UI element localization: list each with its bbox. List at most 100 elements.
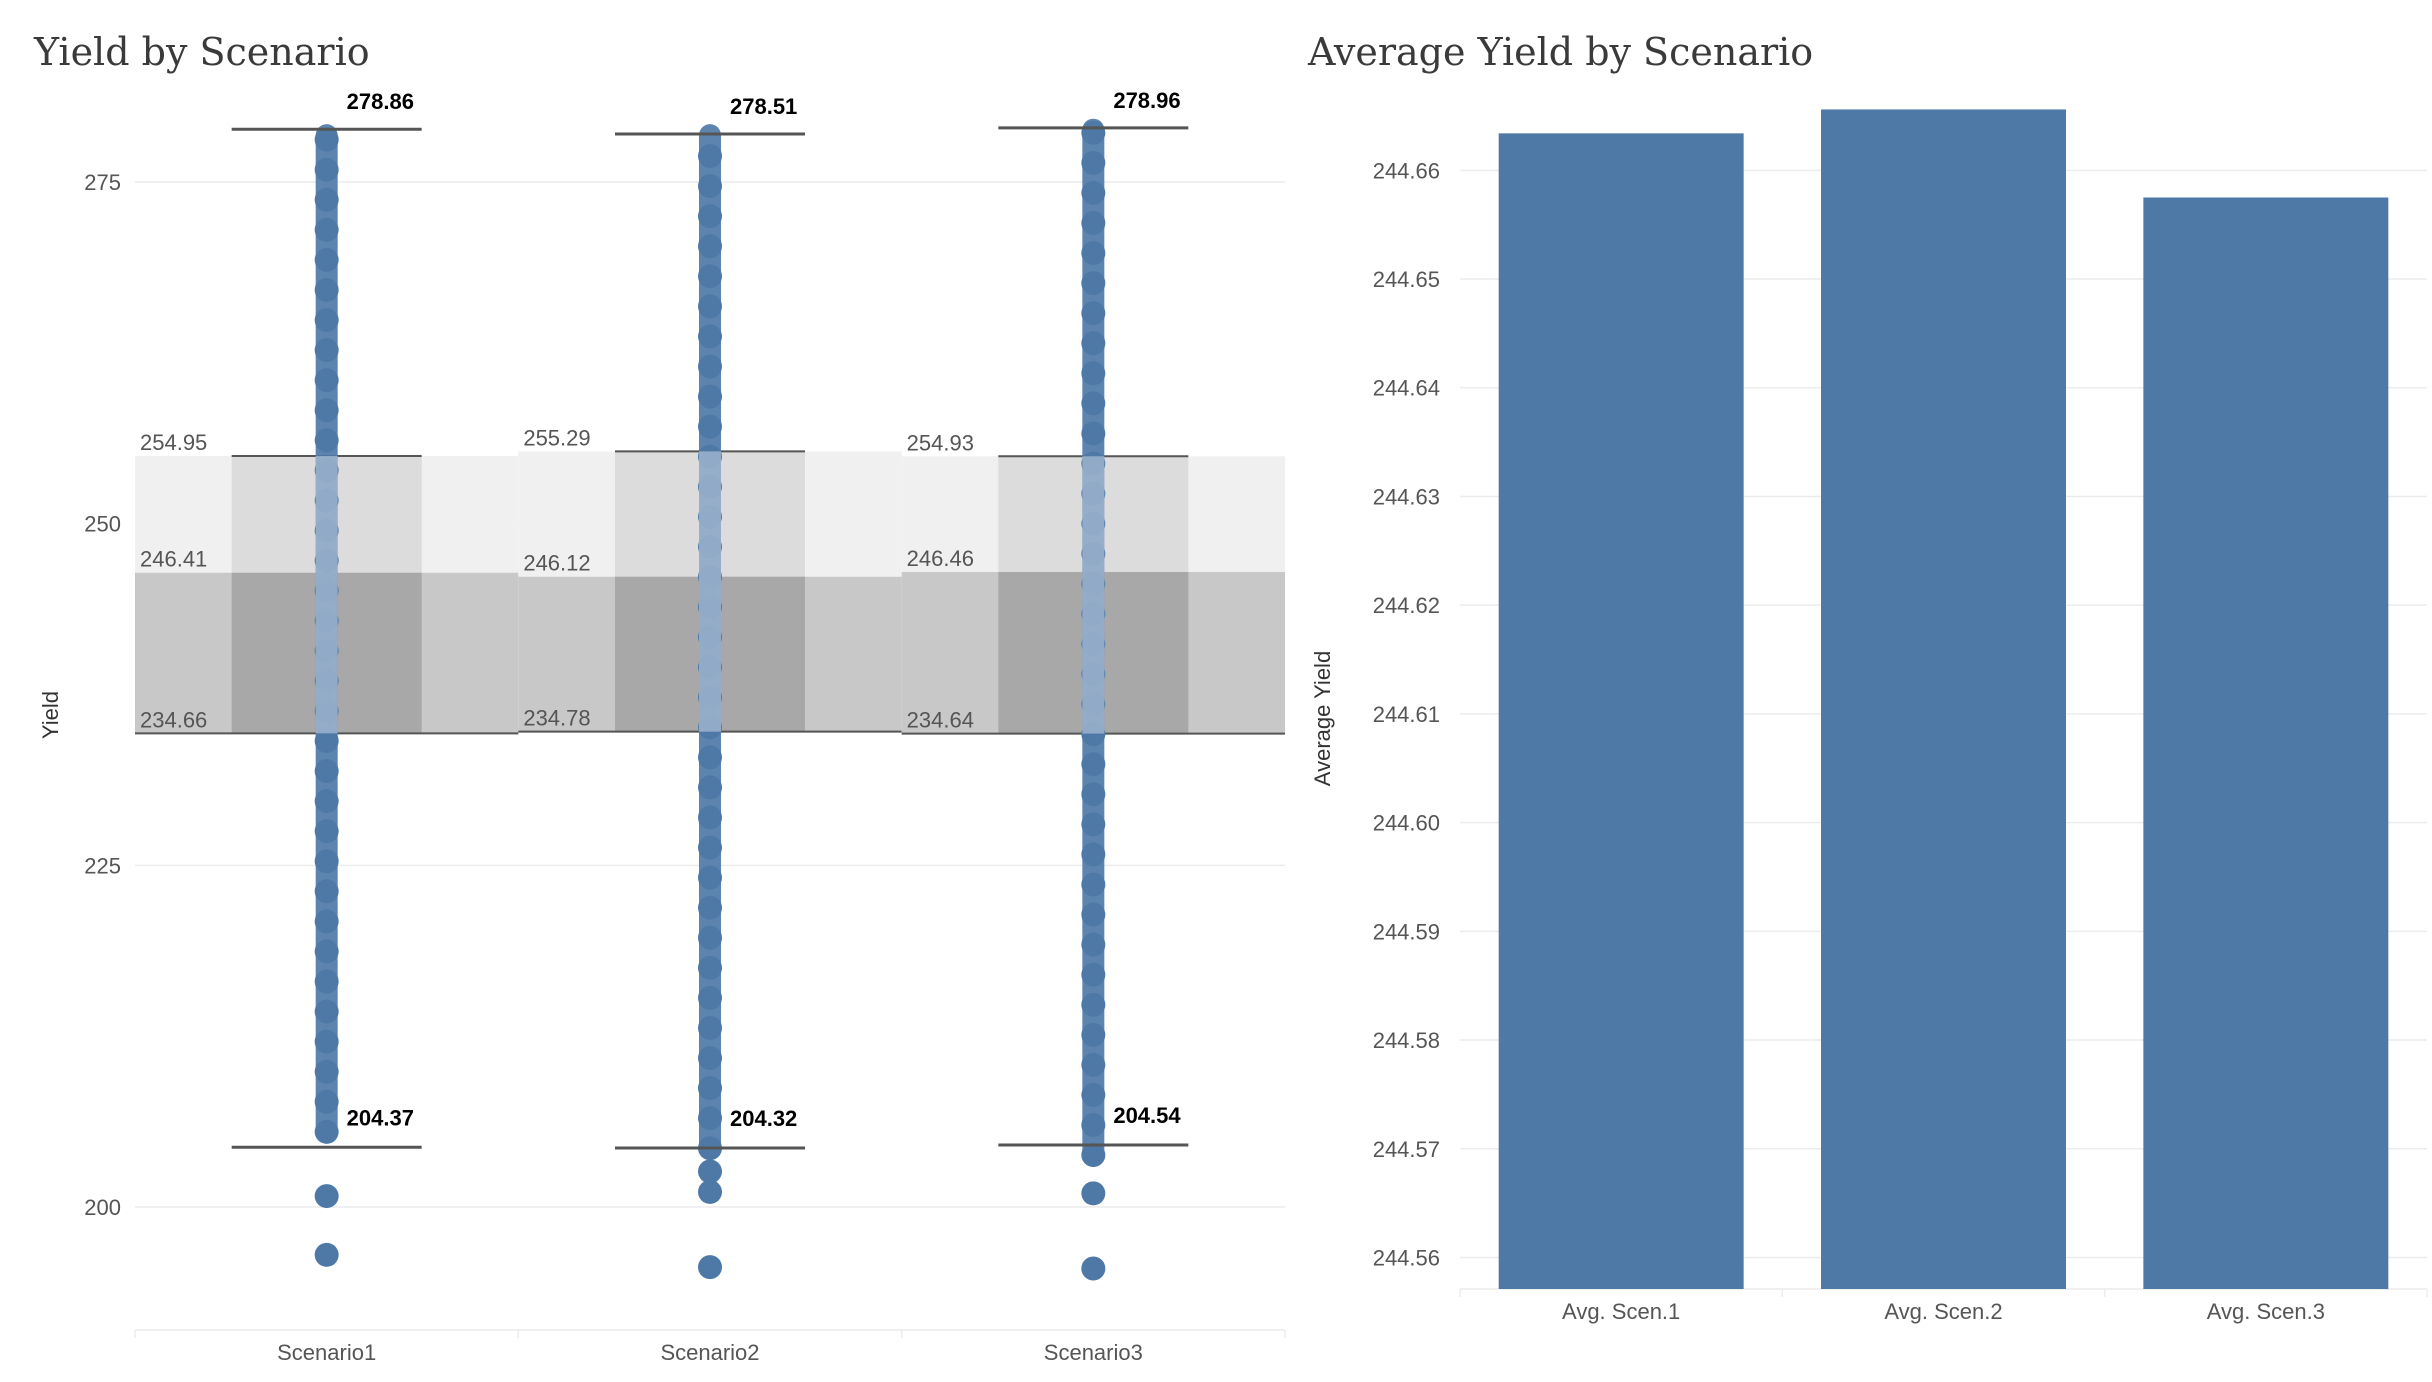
data-point — [698, 1015, 722, 1040]
data-point — [1081, 241, 1106, 266]
y-tick-label: 244.59 — [1373, 919, 1440, 944]
min-label: 204.37 — [347, 1105, 414, 1130]
data-point — [314, 187, 339, 212]
data-point — [698, 264, 722, 289]
data-point — [314, 939, 339, 964]
y-tick-label: 275 — [84, 170, 121, 195]
data-point — [314, 789, 339, 814]
data-point — [698, 234, 722, 259]
data-point — [698, 1106, 722, 1131]
data-point — [314, 999, 339, 1024]
data-point — [314, 368, 339, 393]
data-point — [1081, 902, 1106, 927]
min-label: 204.32 — [730, 1106, 797, 1131]
y-tick-label: 244.66 — [1373, 158, 1440, 183]
data-point — [1081, 932, 1106, 957]
upper-band-label: 254.93 — [907, 430, 974, 455]
average-yield-chart: 244.56 244.57 244.58 244.59 244.60 244.61 244.… — [1310, 109, 2428, 1324]
outlier-point — [314, 1184, 339, 1209]
mean-label: 246.46 — [907, 546, 974, 571]
data-point — [1081, 872, 1106, 897]
y-tick-label: 200 — [84, 1195, 121, 1220]
data-point — [698, 1046, 722, 1071]
y-tick-label: 244.65 — [1373, 267, 1440, 292]
data-point — [1081, 361, 1106, 386]
bar — [1498, 133, 1744, 1289]
y-tick-label: 244.63 — [1373, 484, 1440, 509]
bar — [2143, 197, 2389, 1290]
max-label: 278.86 — [347, 89, 414, 114]
outlier-point — [1081, 1256, 1106, 1281]
box-column-overlay — [699, 451, 721, 732]
data-point — [314, 277, 339, 302]
data-point — [698, 384, 722, 409]
data-point — [314, 1059, 339, 1084]
data-point — [1081, 782, 1106, 807]
data-point — [698, 805, 722, 830]
y-tick-label: 244.61 — [1373, 702, 1440, 727]
data-point — [698, 775, 722, 800]
x-tick-label: Scenario2 — [660, 1340, 759, 1365]
data-point — [314, 398, 339, 423]
data-point — [698, 955, 722, 980]
data-point — [1081, 421, 1106, 446]
y-tick-label: 250 — [84, 512, 121, 537]
data-point — [1081, 1143, 1106, 1168]
data-point — [698, 174, 722, 199]
data-point — [698, 204, 722, 229]
data-point — [698, 324, 722, 349]
data-point — [314, 759, 339, 784]
mean-label: 246.41 — [140, 547, 207, 572]
outlier-point — [698, 1255, 722, 1280]
data-point — [1081, 301, 1106, 326]
x-tick-label: Avg. Scen.3 — [2207, 1299, 2325, 1324]
data-point — [1081, 842, 1106, 867]
y-tick-label: 225 — [84, 853, 121, 878]
data-point — [314, 308, 339, 333]
y-tick-label: 244.64 — [1373, 376, 1440, 401]
data-point — [1081, 992, 1106, 1017]
data-point — [1081, 1082, 1106, 1107]
data-point — [1081, 1052, 1106, 1077]
data-point — [1081, 1022, 1106, 1047]
x-tick-label: Scenario1 — [277, 1340, 376, 1365]
mean-label: 246.12 — [523, 551, 590, 576]
data-point — [698, 985, 722, 1010]
upper-band-label: 255.29 — [523, 425, 590, 450]
data-point — [314, 428, 339, 453]
data-point — [1081, 271, 1106, 296]
data-point — [698, 835, 722, 860]
y-tick-label: 244.57 — [1373, 1137, 1440, 1162]
data-point — [698, 865, 722, 890]
bar — [1821, 109, 2066, 1289]
x-tick-label: Avg. Scen.1 — [1562, 1299, 1680, 1324]
data-point — [698, 925, 722, 950]
y-tick-label: 244.58 — [1373, 1028, 1440, 1053]
data-point — [314, 157, 339, 182]
x-tick-label: Avg. Scen.2 — [1884, 1299, 2002, 1324]
data-point — [1081, 120, 1106, 145]
y-tick-label: 244.56 — [1373, 1245, 1440, 1270]
outlier-point — [314, 1242, 339, 1267]
y-tick-label: 244.62 — [1373, 593, 1440, 618]
data-point — [1081, 962, 1106, 987]
y-axis-title: Average Yield — [1310, 651, 1335, 786]
data-point — [1081, 1113, 1106, 1137]
y-axis-title: Yield — [38, 691, 63, 739]
lower-band-label: 234.66 — [140, 707, 207, 732]
outlier-point — [698, 1179, 722, 1204]
outlier-point — [698, 1159, 722, 1184]
data-point — [1081, 211, 1106, 235]
data-point — [698, 895, 722, 920]
x-tick-label: Scenario3 — [1044, 1340, 1143, 1365]
data-point — [698, 1076, 722, 1101]
lower-band-label: 234.64 — [907, 708, 974, 733]
lower-band-label: 234.78 — [523, 706, 590, 731]
data-point — [314, 909, 339, 934]
data-point — [314, 1119, 339, 1144]
data-point — [314, 1029, 339, 1054]
max-label: 278.96 — [1113, 88, 1180, 113]
data-point — [314, 217, 339, 242]
data-point — [1081, 150, 1106, 175]
